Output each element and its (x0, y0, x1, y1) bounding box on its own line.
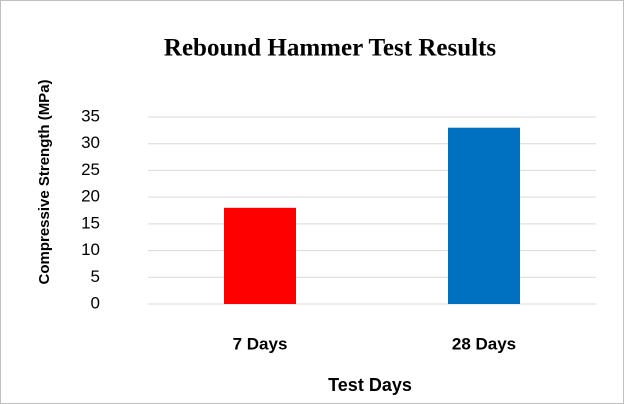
y-axis-title: Compressive Strength (MPa) (36, 79, 53, 284)
bar (448, 127, 520, 304)
x-axis-title: Test Days (328, 375, 412, 395)
y-tick-label: 0 (91, 293, 100, 312)
y-tick-label: 30 (81, 133, 100, 152)
chart-title: Rebound Hammer Test Results (164, 35, 496, 62)
y-tick-label: 35 (81, 106, 100, 125)
y-tick-label: 15 (81, 213, 100, 232)
x-tick-label: 28 Days (452, 334, 516, 353)
x-tick-label: 7 Days (233, 334, 288, 353)
y-tick-label: 20 (81, 187, 100, 206)
y-tick-label: 5 (91, 267, 100, 286)
y-tick-label: 25 (81, 160, 100, 179)
y-tick-label: 10 (81, 240, 100, 259)
bar (224, 207, 296, 304)
